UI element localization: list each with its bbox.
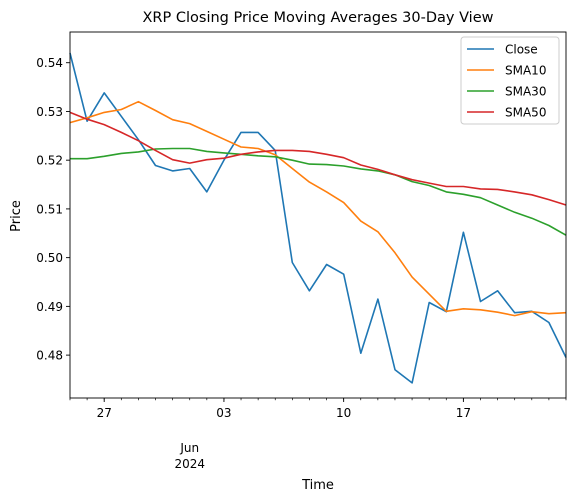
y-tick-label: 0.51 [36, 202, 63, 216]
ticks-layer: 0.48 0.49 0.50 0.51 0.52 0.53 0.54 27 03 10 17 Jun 2… [36, 56, 567, 471]
plot-area-frame [69, 31, 567, 399]
legend-label: SMA50 [505, 106, 546, 120]
series-line-close [69, 52, 567, 384]
series-line-sma10 [69, 100, 567, 317]
chart-title: XRP Closing Price Moving Averages 30-Day… [143, 10, 494, 26]
legend-label: Close [505, 43, 538, 57]
y-tick-label: 0.54 [36, 56, 63, 70]
x-tick-label: 17 [456, 406, 471, 420]
x-axis-label: Time [301, 478, 334, 493]
x-tick-label: 10 [336, 406, 351, 420]
y-tick-label: 0.53 [36, 105, 63, 119]
legend: Close SMA10 SMA30 SMA50 [460, 36, 560, 125]
series-line-sma50 [69, 111, 567, 206]
legend-label: SMA30 [505, 85, 546, 99]
y-tick-label: 0.49 [36, 300, 63, 314]
y-tick-label: 0.50 [36, 251, 63, 265]
x-tick-label: 27 [97, 406, 112, 420]
series-layer [69, 52, 567, 384]
x-year-label: 2024 [174, 457, 205, 471]
x-tick-label: 03 [216, 406, 231, 420]
legend-box [460, 36, 560, 125]
y-tick-label: 0.48 [36, 349, 63, 363]
y-tick-label: 0.52 [36, 154, 63, 168]
legend-label: SMA10 [505, 64, 546, 78]
x-month-label: Jun [179, 441, 199, 455]
y-axis-label: Price [9, 200, 24, 232]
